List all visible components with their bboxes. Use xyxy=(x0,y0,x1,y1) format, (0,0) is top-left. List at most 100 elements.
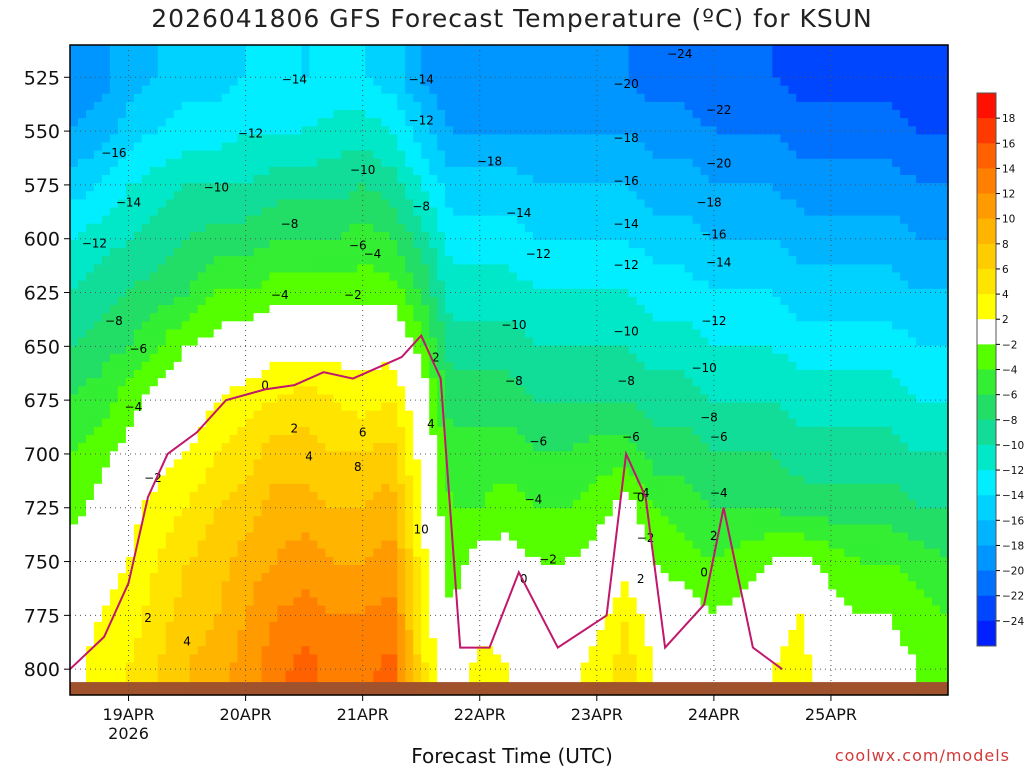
temperature-cell xyxy=(237,646,247,655)
temperature-cell xyxy=(173,418,183,428)
temperature-cell xyxy=(229,654,239,664)
temperature-cell xyxy=(165,85,175,95)
temperature-cell xyxy=(421,662,430,672)
temperature-cell xyxy=(325,199,334,209)
temperature-cell xyxy=(213,215,223,225)
temperature-cell xyxy=(253,280,263,290)
temperature-cell xyxy=(453,475,462,485)
temperature-cell xyxy=(229,548,239,558)
temperature-cell xyxy=(101,548,111,558)
temperature-cell xyxy=(181,459,191,469)
temperature-cell xyxy=(397,524,406,534)
temperature-cell xyxy=(301,394,311,404)
temperature-cell xyxy=(173,296,183,306)
temperature-cell xyxy=(341,361,350,371)
temperature-cell xyxy=(149,305,159,314)
temperature-cell xyxy=(341,53,350,62)
temperature-cell xyxy=(564,223,574,233)
temperature-cell xyxy=(133,207,143,217)
temperature-cell xyxy=(517,500,526,509)
temperature-cell xyxy=(157,500,167,509)
temperature-cell xyxy=(125,540,135,550)
temperature-cell xyxy=(205,378,215,387)
temperature-cell xyxy=(86,305,95,314)
temperature-cell xyxy=(381,410,390,420)
temperature-cell xyxy=(357,581,366,590)
temperature-cell xyxy=(485,207,494,217)
temperature-cell xyxy=(556,329,566,339)
credit-link[interactable]: coolwx.com/models xyxy=(834,746,1010,765)
temperature-cell xyxy=(261,410,271,420)
temperature-cell xyxy=(509,207,518,217)
temperature-cell xyxy=(421,264,430,274)
temperature-cell xyxy=(517,370,526,379)
temperature-cell xyxy=(509,370,518,379)
temperature-cell xyxy=(429,435,438,444)
temperature-cell xyxy=(532,394,542,404)
temperature-cell xyxy=(149,410,159,420)
temperature-cell xyxy=(309,337,319,347)
temperature-cell xyxy=(373,410,382,420)
temperature-cell xyxy=(93,223,103,233)
temperature-cell xyxy=(165,280,175,290)
temperature-cell xyxy=(301,573,311,582)
temperature-cell xyxy=(293,158,303,168)
temperature-cell xyxy=(78,93,87,103)
temperature-cell xyxy=(285,142,295,152)
temperature-cell xyxy=(133,394,143,404)
temperature-cell xyxy=(469,69,478,79)
temperature-cell xyxy=(389,223,398,233)
temperature-cell xyxy=(389,565,398,574)
temperature-cell xyxy=(253,150,263,160)
temperature-cell xyxy=(461,475,470,485)
temperature-cell xyxy=(485,532,494,542)
temperature-cell xyxy=(405,77,414,87)
temperature-cell xyxy=(78,516,87,525)
temperature-cell xyxy=(197,540,207,550)
temperature-cell xyxy=(501,597,510,607)
temperature-cell xyxy=(540,435,550,444)
temperature-cell xyxy=(189,670,199,680)
temperature-cell xyxy=(157,256,167,265)
temperature-cell xyxy=(429,646,438,655)
temperature-cell xyxy=(301,581,311,590)
temperature-cell xyxy=(381,280,390,290)
temperature-cell xyxy=(421,142,430,152)
temperature-cell xyxy=(532,191,542,200)
temperature-cell xyxy=(229,110,239,119)
temperature-cell xyxy=(309,540,319,550)
temperature-cell xyxy=(445,264,454,274)
temperature-cell xyxy=(221,191,231,200)
temperature-cell xyxy=(70,272,79,282)
temperature-cell xyxy=(309,158,319,168)
temperature-cell xyxy=(229,670,239,680)
temperature-cell xyxy=(253,85,263,95)
temperature-cell xyxy=(78,565,87,574)
temperature-cell xyxy=(309,654,319,664)
temperature-cell xyxy=(405,256,414,265)
temperature-cell xyxy=(373,556,382,566)
temperature-cell xyxy=(86,500,95,509)
temperature-cell xyxy=(429,93,438,103)
temperature-cell xyxy=(341,516,350,525)
temperature-cell xyxy=(133,426,143,436)
temperature-cell xyxy=(133,45,143,54)
temperature-cell xyxy=(333,85,342,95)
temperature-cell xyxy=(501,321,510,330)
temperature-cell xyxy=(333,77,342,87)
temperature-cell xyxy=(229,199,239,209)
temperature-cell xyxy=(293,272,303,282)
temperature-cell xyxy=(165,321,175,330)
temperature-cell xyxy=(341,443,350,452)
temperature-cell xyxy=(493,166,502,176)
temperature-cell xyxy=(86,459,95,469)
temperature-cell xyxy=(221,118,231,127)
temperature-cell xyxy=(445,53,454,62)
temperature-cell xyxy=(301,508,311,517)
temperature-cell xyxy=(453,435,462,444)
temperature-cell xyxy=(389,150,398,160)
temperature-cell xyxy=(109,605,119,615)
temperature-cell xyxy=(349,459,358,469)
temperature-cell xyxy=(540,215,550,225)
temperature-cell xyxy=(365,101,374,111)
